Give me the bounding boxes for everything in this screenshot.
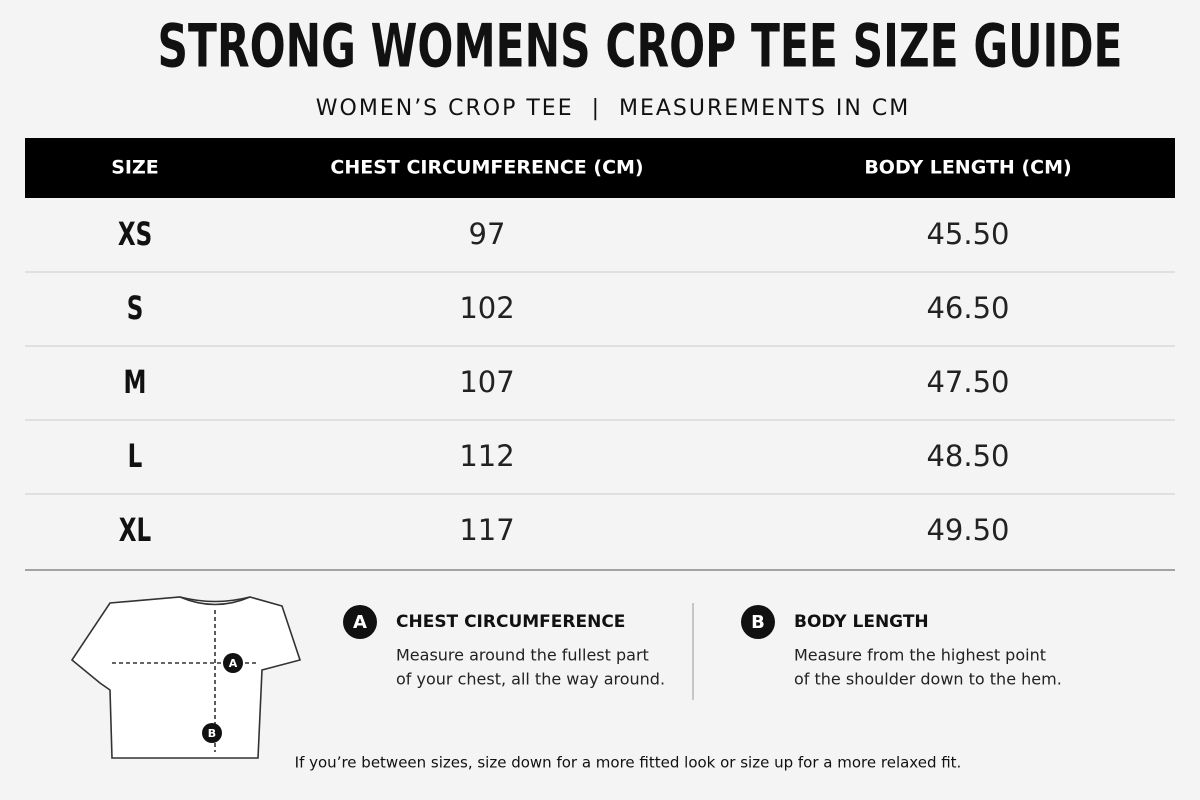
size-label: XS bbox=[118, 215, 152, 253]
size-label: S bbox=[127, 289, 144, 327]
measurement: 47.50 bbox=[926, 365, 1009, 399]
guide-heading: CHEST CIRCUMFERENCE bbox=[396, 612, 625, 632]
guide-heading: BODY LENGTH bbox=[794, 612, 929, 632]
measurement: 46.50 bbox=[926, 291, 1009, 325]
guide-text: of the shoulder down to the hem. bbox=[794, 670, 1062, 689]
marker-a-label: A bbox=[229, 657, 238, 670]
measurement: 97 bbox=[469, 217, 506, 251]
marker-b-label: B bbox=[208, 727, 216, 740]
measurement: 45.50 bbox=[926, 217, 1009, 251]
marker-circle bbox=[741, 605, 775, 639]
measurement: 102 bbox=[459, 291, 514, 325]
guide-text: Measure around the fullest part bbox=[396, 646, 649, 665]
guide-text: of your chest, all the way around. bbox=[396, 670, 665, 689]
size-label: M bbox=[124, 363, 147, 401]
marker-letter: B bbox=[751, 612, 765, 633]
column-header: SIZE bbox=[111, 157, 159, 179]
measurement: 112 bbox=[459, 439, 514, 473]
shirt-diagram bbox=[70, 596, 302, 759]
marker-letter: A bbox=[353, 612, 367, 633]
guide-text: Measure from the highest point bbox=[794, 646, 1046, 665]
table-header bbox=[25, 138, 1175, 198]
marker-a bbox=[223, 653, 243, 673]
size-label: L bbox=[128, 437, 143, 475]
size-label: XL bbox=[119, 511, 151, 549]
measurement: 117 bbox=[459, 513, 514, 547]
column-header: BODY LENGTH (CM) bbox=[864, 157, 1071, 179]
title: STRONG WOMENS CROP TEE SIZE GUIDE bbox=[158, 12, 1123, 82]
subtitle: WOMEN’S CROP TEE | MEASUREMENTS IN CM bbox=[316, 96, 910, 121]
measurement: 48.50 bbox=[926, 439, 1009, 473]
column-header: CHEST CIRCUMFERENCE (CM) bbox=[330, 157, 643, 179]
marker-b bbox=[202, 723, 222, 743]
fit-note: If you’re between sizes, size down for a… bbox=[295, 754, 962, 772]
measurement: 49.50 bbox=[926, 513, 1009, 547]
guide: A CHEST CIRCUMFERENCE Measure around the f… bbox=[343, 605, 1062, 689]
marker-circle bbox=[343, 605, 377, 639]
table: SIZE CHEST CIRCUMFERENCE (CM) BODY LENGTH … bbox=[25, 157, 1175, 549]
measurement: 107 bbox=[459, 365, 514, 399]
